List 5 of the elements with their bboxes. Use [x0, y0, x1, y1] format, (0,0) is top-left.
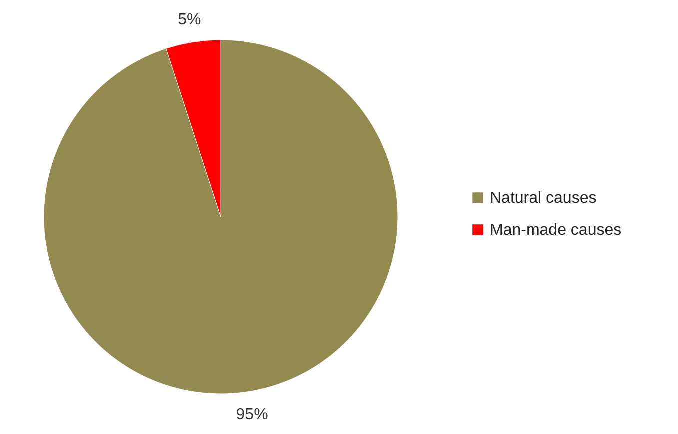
- data-label: 95%: [236, 406, 268, 424]
- data-label: 5%: [178, 11, 202, 28]
- pie-slice: [44, 40, 398, 394]
- legend-label: Man-made causes: [490, 222, 622, 239]
- legend-label: Natural causes: [490, 190, 597, 207]
